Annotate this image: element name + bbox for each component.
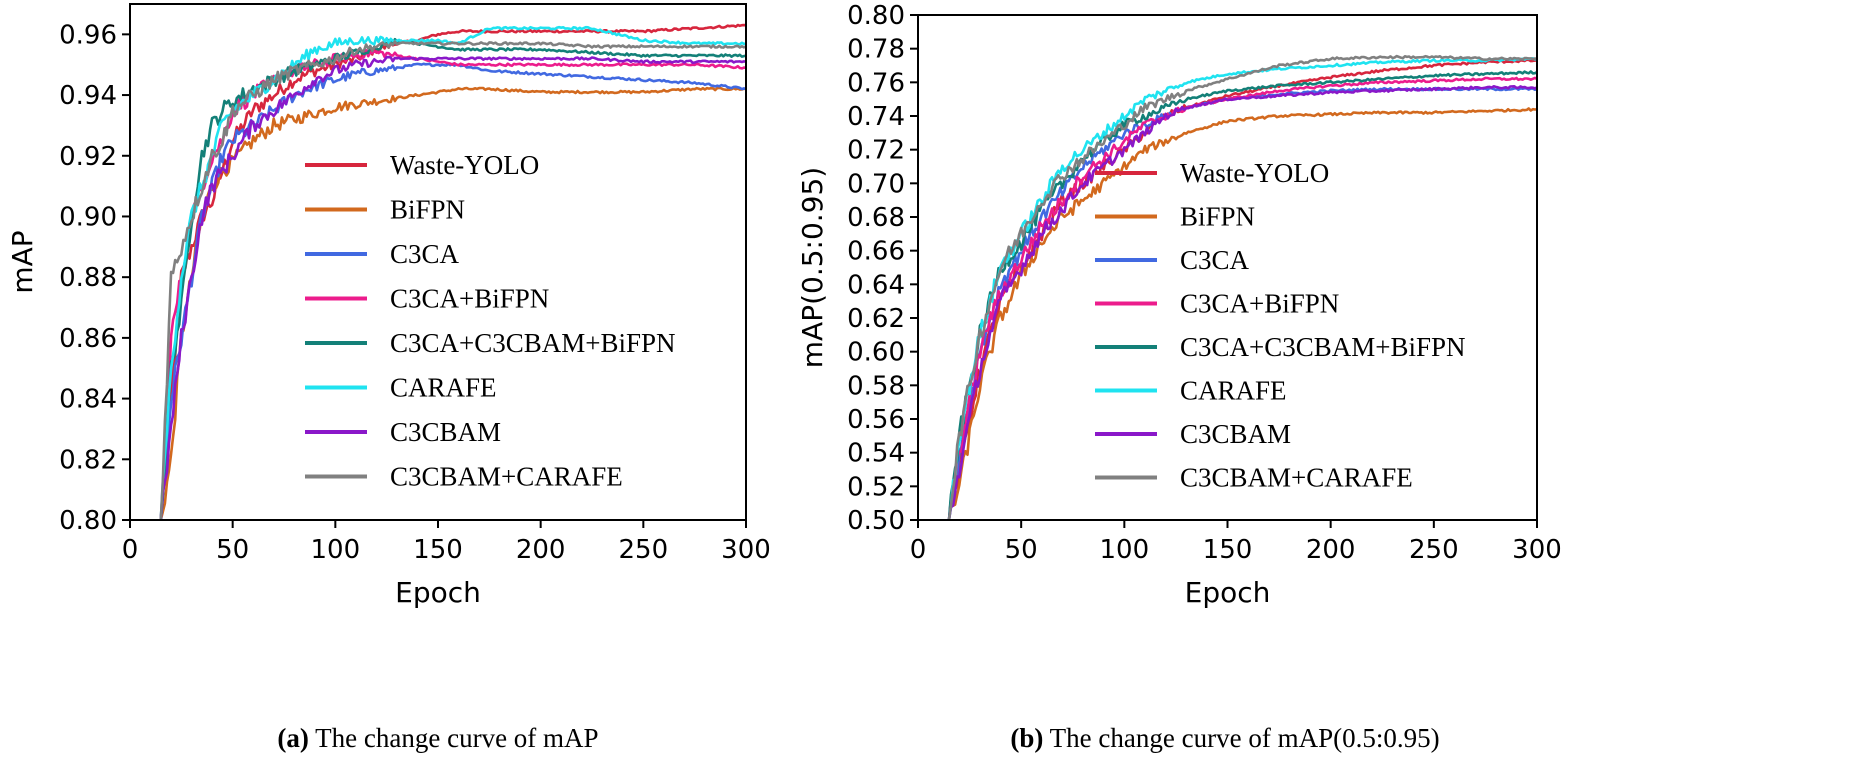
x-tick-label: 0 — [910, 535, 927, 565]
legend-label: CARAFE — [390, 373, 497, 403]
x-tick-label: 50 — [216, 535, 249, 565]
y-axis-label: mAP(0.5:0.95) — [796, 167, 829, 368]
y-tick-label: 0.88 — [59, 263, 117, 293]
y-tick-label: 0.94 — [59, 81, 117, 111]
y-tick-label: 0.74 — [847, 102, 905, 132]
legend-label: C3CBAM — [390, 417, 501, 447]
y-tick-label: 0.64 — [847, 270, 905, 300]
y-tick-label: 0.52 — [847, 472, 905, 502]
legend-label: C3CBAM — [1180, 419, 1291, 449]
x-tick-label: 200 — [516, 535, 566, 565]
y-tick-label: 0.76 — [847, 68, 905, 98]
figure-caption: (b) The change curve of mAP(0.5:0.95) — [1010, 723, 1439, 753]
y-tick-label: 0.54 — [847, 439, 905, 469]
y-tick-label: 0.66 — [847, 237, 905, 267]
y-tick-label: 0.96 — [59, 20, 117, 50]
legend-label: BiFPN — [1180, 202, 1255, 232]
y-tick-label: 0.70 — [847, 169, 905, 199]
x-tick-label: 150 — [413, 535, 463, 565]
series-line-bifpn — [947, 107, 1537, 520]
y-tick-label: 0.80 — [59, 506, 117, 536]
x-tick-label: 250 — [619, 535, 669, 565]
series-line-c3cbam — [159, 55, 746, 520]
x-tick-label: 250 — [1409, 535, 1459, 565]
caption-text: The change curve of mAP — [309, 723, 599, 753]
x-tick-label: 200 — [1306, 535, 1356, 565]
y-tick-label: 0.82 — [59, 445, 117, 475]
legend-label: C3CA+C3CBAM+BiFPN — [1180, 332, 1466, 362]
series-line-c3cbam — [947, 85, 1537, 520]
caption-label: (b) — [1010, 723, 1043, 753]
x-tick-label: 0 — [122, 535, 139, 565]
y-tick-label: 0.60 — [847, 338, 905, 368]
caption-text: The change curve of mAP(0.5:0.95) — [1043, 723, 1439, 753]
y-tick-label: 0.58 — [847, 371, 905, 401]
y-tick-label: 0.56 — [847, 405, 905, 435]
x-axis-label: Epoch — [1185, 576, 1271, 609]
figure-caption: (a) The change curve of mAP — [277, 723, 598, 753]
x-tick-label: 300 — [721, 535, 771, 565]
y-tick-label: 0.72 — [847, 136, 905, 166]
x-tick-label: 100 — [1100, 535, 1150, 565]
legend-label: CARAFE — [1180, 376, 1287, 406]
x-tick-label: 50 — [1005, 535, 1038, 565]
legend-label: C3CA+BiFPN — [1180, 289, 1339, 319]
legend-label: Waste-YOLO — [390, 150, 539, 180]
y-tick-label: 0.62 — [847, 304, 905, 334]
legend-label: BiFPN — [390, 195, 465, 225]
x-axis-label: Epoch — [395, 576, 481, 609]
series-line-bifpn — [159, 86, 746, 520]
y-tick-label: 0.84 — [59, 385, 117, 415]
y-tick-label: 0.80 — [847, 1, 905, 31]
series-line-waste-yolo — [159, 23, 746, 520]
y-tick-label: 0.86 — [59, 324, 117, 354]
y-tick-label: 0.90 — [59, 202, 117, 232]
series-line-carafe — [947, 57, 1537, 520]
series-line-c3cbam-carafe — [159, 40, 746, 520]
legend-label: C3CA+C3CBAM+BiFPN — [390, 328, 676, 358]
legend-label: C3CBAM+CARAFE — [390, 462, 623, 492]
legend-label: C3CBAM+CARAFE — [1180, 463, 1413, 493]
y-tick-label: 0.68 — [847, 203, 905, 233]
y-tick-label: 0.50 — [847, 506, 905, 536]
y-axis-label: mAP — [6, 230, 39, 293]
caption-label: (a) — [277, 723, 308, 753]
legend-label: Waste-YOLO — [1180, 158, 1329, 188]
y-tick-label: 0.78 — [847, 35, 905, 65]
legend-label: C3CA — [1180, 245, 1250, 275]
x-tick-label: 300 — [1512, 535, 1562, 565]
y-tick-label: 0.92 — [59, 142, 117, 172]
x-tick-label: 100 — [311, 535, 361, 565]
legend-label: C3CA+BiFPN — [390, 284, 549, 314]
legend-label: C3CA — [390, 239, 460, 269]
series-line-c3cbam-carafe — [947, 54, 1537, 520]
x-tick-label: 150 — [1203, 535, 1253, 565]
